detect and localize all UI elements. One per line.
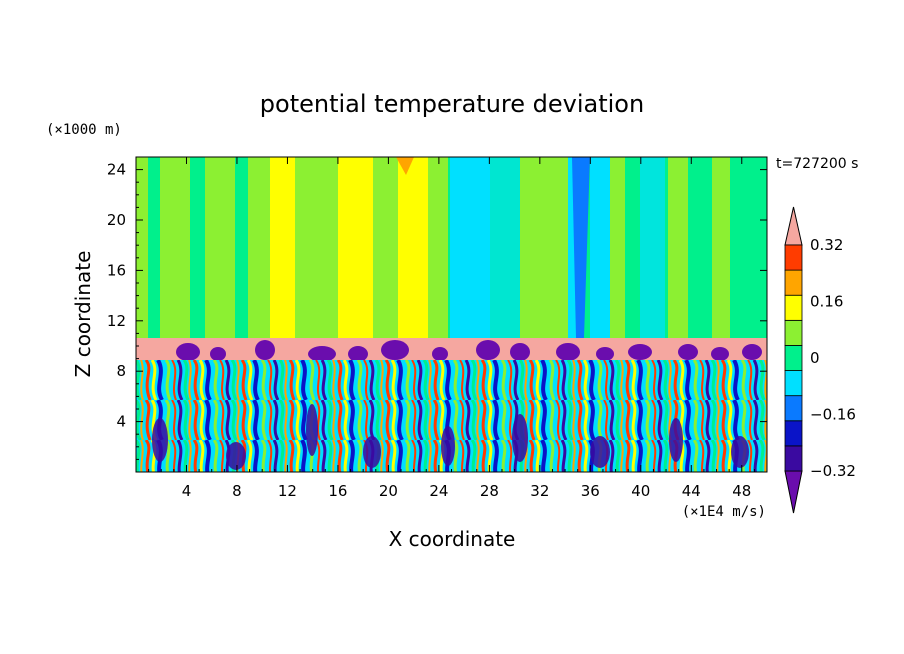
y-axis-title: Z coordinate xyxy=(71,251,95,378)
x-tick-label: 40 xyxy=(631,482,650,500)
x-tick-label: 4 xyxy=(182,482,192,500)
x-tick-label: 24 xyxy=(429,482,448,500)
colorbar-underflow xyxy=(784,470,803,514)
colorbar-bin xyxy=(784,319,803,346)
y-tick-label: 4 xyxy=(116,413,126,431)
plot-area xyxy=(136,157,767,472)
turbulent-dark-patches xyxy=(152,404,749,470)
colorbar-bin xyxy=(784,269,803,296)
colorbar-bin xyxy=(784,345,803,371)
time-label: t=727200 s xyxy=(776,156,858,172)
x-axis: 4 8 12 16 20 24 28 32 36 40 44 48 xyxy=(148,157,755,500)
colorbar-bin xyxy=(784,445,803,472)
colorbar-tick-label: −0.32 xyxy=(810,462,856,480)
x-tick-label: 36 xyxy=(581,482,600,500)
y-tick-label: 24 xyxy=(107,161,126,179)
inversion-blobs xyxy=(176,340,762,362)
y-tick-label: 8 xyxy=(116,362,126,380)
x-tick-label: 12 xyxy=(278,482,297,500)
colorbar-tick-label: −0.16 xyxy=(810,406,856,424)
colorbar-bin xyxy=(784,244,803,271)
x-tick-label: 48 xyxy=(732,482,751,500)
colorbar-bin xyxy=(784,370,803,397)
x-unit-label: (×1E4 m/s) xyxy=(682,504,766,520)
colorbar-bin xyxy=(784,294,803,321)
x-tick-label: 16 xyxy=(328,482,347,500)
chart-title: potential temperature deviation xyxy=(260,90,644,118)
colorbar-overflow xyxy=(784,206,803,246)
x-tick-label: 28 xyxy=(480,482,499,500)
y-tick-label: 12 xyxy=(107,312,126,330)
colorbar-bin xyxy=(784,420,803,447)
x-tick-label: 44 xyxy=(682,482,701,500)
colorbar: 0.32 0.16 0 −0.16 −0.32 xyxy=(784,206,856,514)
x-tick-label: 20 xyxy=(379,482,398,500)
y-tick-label: 16 xyxy=(107,261,126,279)
x-tick-label: 32 xyxy=(530,482,549,500)
colorbar-bin xyxy=(784,395,803,422)
colorbar-tick-label: 0.16 xyxy=(810,293,843,311)
y-axis: 4 8 12 16 20 24 xyxy=(107,161,767,460)
x-tick-label: 8 xyxy=(232,482,242,500)
inversion-layer xyxy=(136,338,767,360)
colorbar-tick-label: 0.32 xyxy=(810,236,843,254)
y-tick-label: 20 xyxy=(107,211,126,229)
upper-streaks xyxy=(136,157,730,338)
x-axis-title: X coordinate xyxy=(389,527,516,551)
y-unit-label: (×1000 m) xyxy=(46,122,122,138)
colorbar-tick-label: 0 xyxy=(810,349,820,367)
